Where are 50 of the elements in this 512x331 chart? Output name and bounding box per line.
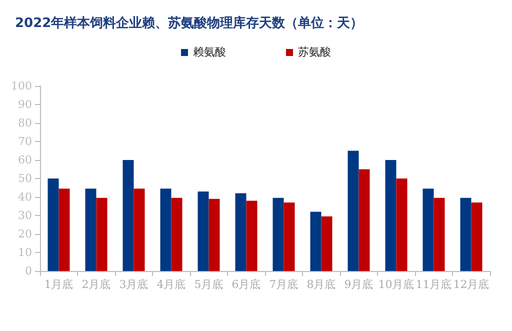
y-tick-label: 30 — [18, 209, 32, 222]
legend-label: 苏氨酸 — [298, 46, 331, 58]
x-tick-label: 3月底 — [119, 278, 148, 291]
bar — [235, 193, 246, 271]
bar — [134, 188, 145, 271]
x-tick-label: 8月底 — [306, 278, 336, 291]
x-tick-label: 4月底 — [156, 278, 186, 291]
x-tick-label: 5月底 — [194, 278, 224, 291]
bar — [246, 200, 258, 271]
bar — [160, 188, 172, 271]
x-tick-label: 2月底 — [82, 278, 111, 291]
bar — [58, 188, 70, 271]
legend-label: 赖氨酸 — [193, 46, 226, 58]
x-tick-label: 7月底 — [269, 278, 298, 291]
chart-title: 2022年样本饲料企业赖、苏氨酸物理库存天数（单位：天） — [15, 15, 364, 31]
y-tick-label: 0 — [24, 264, 32, 278]
y-tick-label: 90 — [18, 98, 32, 111]
x-tick-label: 6月底 — [232, 278, 261, 291]
bar — [272, 198, 284, 271]
x-tick-label: 9月底 — [344, 278, 374, 291]
y-tick-label: 60 — [18, 154, 32, 166]
bar — [396, 178, 408, 271]
bar — [85, 188, 96, 271]
bar — [348, 150, 359, 271]
bar — [208, 198, 220, 271]
bar — [48, 178, 59, 271]
y-tick-label: 40 — [18, 190, 32, 204]
y-tick-label: 10 — [18, 246, 32, 259]
y-tick-label: 20 — [18, 228, 32, 240]
bar — [385, 160, 396, 271]
bar — [471, 202, 482, 271]
bar — [434, 198, 445, 271]
x-tick-label: 1月底 — [44, 278, 74, 291]
y-tick-label: 100 — [10, 80, 32, 92]
y-tick-label: 70 — [18, 135, 32, 148]
bar — [358, 169, 370, 271]
bar — [321, 216, 332, 271]
bar — [122, 160, 134, 271]
bar — [310, 212, 322, 271]
y-tick-label: 80 — [18, 116, 32, 130]
bar — [198, 191, 209, 271]
bar — [460, 198, 472, 271]
bar — [422, 188, 434, 271]
x-tick-label: 11月底 — [416, 278, 452, 291]
x-tick-label: 10月底 — [378, 278, 414, 291]
bar — [96, 198, 108, 271]
x-tick-label: 12月底 — [453, 278, 490, 291]
bar — [171, 198, 182, 271]
bar — [284, 202, 295, 271]
y-tick-label: 50 — [18, 172, 32, 185]
